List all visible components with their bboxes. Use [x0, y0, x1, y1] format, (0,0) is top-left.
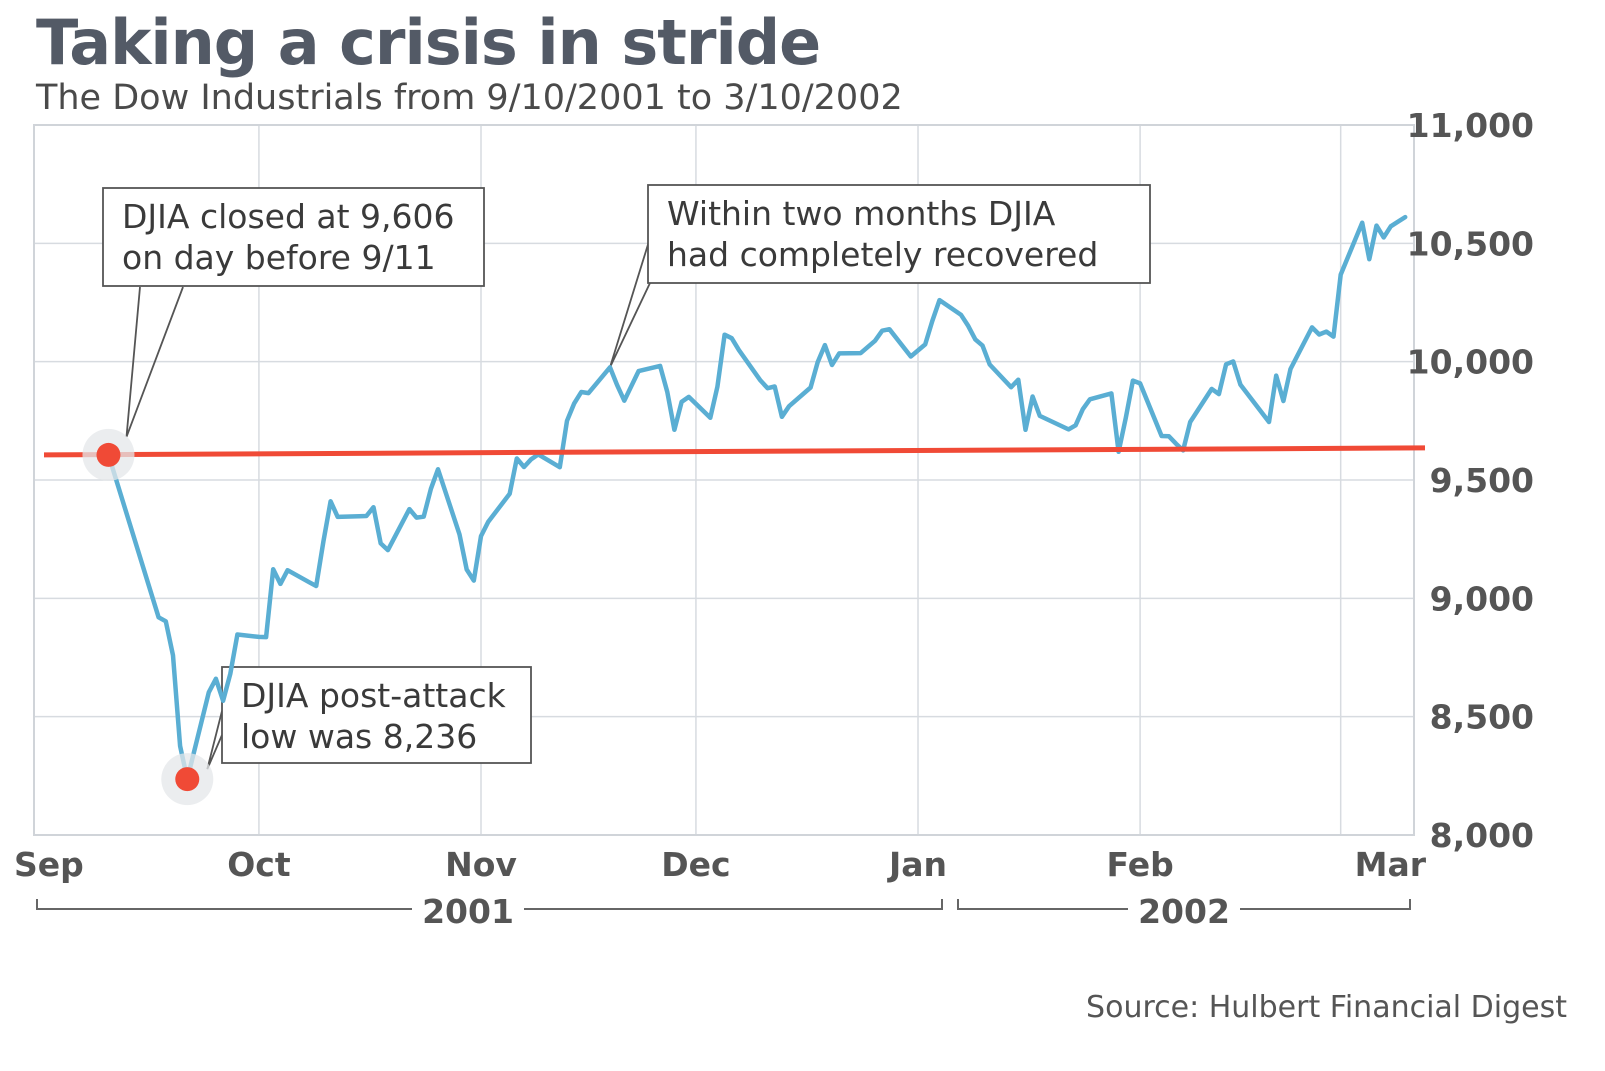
x-axis: Sep Oct Nov Dec Jan Feb Mar 2001 2002	[14, 845, 1427, 931]
annotation-text: DJIA closed at 9,606	[122, 197, 455, 236]
year-label: 2001	[422, 892, 514, 931]
series	[106, 214, 1408, 782]
year-bracket: 2002	[957, 892, 1411, 931]
y-tick-label: 9,500	[1430, 461, 1534, 500]
reference-line-9606	[43, 445, 1426, 458]
y-tick-label: 11,000	[1407, 106, 1534, 145]
year-label: 2002	[1138, 892, 1230, 931]
annotation-box	[221, 666, 532, 764]
x-tick-label: Jan	[887, 845, 947, 884]
plot-frame	[33, 124, 1415, 836]
marker-dot	[96, 442, 121, 467]
x-tick-label: Sep	[14, 845, 84, 884]
y-axis: 8,000 8,500 9,000 9,500 10,000 10,500 11,000	[1407, 106, 1534, 855]
annotation-text: had completely recovered	[667, 235, 1098, 274]
chart-subtitle: The Dow Industrials from 9/10/2001 to 3/…	[36, 78, 903, 118]
annotation-leader	[206, 710, 223, 770]
x-tick-label: Oct	[227, 845, 291, 884]
annotation-box	[647, 184, 1151, 284]
y-tick-label: 8,500	[1430, 698, 1534, 737]
annotation-text: on day before 9/11	[122, 238, 436, 277]
marker-pre-attack-close	[82, 428, 135, 481]
reference	[43, 445, 1426, 458]
source-note: Source: Hulbert Financial Digest	[1086, 990, 1567, 1025]
year-bracket-right	[1240, 899, 1411, 910]
annotation-leader	[609, 237, 651, 368]
x-tick-label: Feb	[1106, 845, 1173, 884]
annotation-text: low was 8,236	[241, 717, 477, 756]
markers	[82, 428, 214, 806]
x-tick-label: Mar	[1355, 845, 1427, 884]
marker-dot	[175, 767, 200, 792]
year-bracket: 2001	[36, 892, 943, 931]
y-tick-label: 10,000	[1407, 343, 1534, 382]
marker-post-attack-low	[161, 753, 214, 806]
x-tick-label: Dec	[661, 845, 730, 884]
year-bracket-right	[524, 899, 943, 910]
y-tick-label: 9,000	[1430, 579, 1534, 618]
annotation-text: Within two months DJIA	[667, 194, 1056, 233]
y-tick-label: 10,500	[1407, 224, 1534, 263]
annotation-box	[102, 187, 485, 287]
annotation-text: DJIA post-attack	[241, 676, 507, 715]
y-tick-label: 8,000	[1430, 816, 1534, 855]
year-bracket-left	[36, 899, 412, 910]
x-tick-label: Nov	[445, 845, 517, 884]
dow-series-line	[106, 214, 1408, 782]
chart-title: Taking a crisis in stride	[36, 6, 821, 79]
year-bracket-left	[957, 899, 1128, 910]
